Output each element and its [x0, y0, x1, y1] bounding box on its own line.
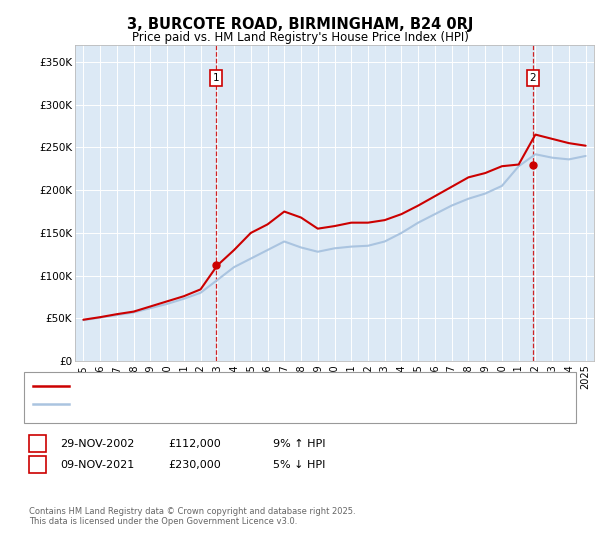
- Text: Contains HM Land Registry data © Crown copyright and database right 2025.
This d: Contains HM Land Registry data © Crown c…: [29, 507, 355, 526]
- Text: 09-NOV-2021: 09-NOV-2021: [60, 460, 134, 470]
- Text: £230,000: £230,000: [168, 460, 221, 470]
- Text: 5% ↓ HPI: 5% ↓ HPI: [273, 460, 325, 470]
- Text: 2: 2: [34, 460, 41, 470]
- Text: £112,000: £112,000: [168, 438, 221, 449]
- Text: 2: 2: [530, 73, 536, 83]
- Text: HPI: Average price, semi-detached house, Birmingham: HPI: Average price, semi-detached house,…: [75, 399, 348, 409]
- Text: 29-NOV-2002: 29-NOV-2002: [60, 438, 134, 449]
- Text: 1: 1: [212, 73, 219, 83]
- Text: 3, BURCOTE ROAD, BIRMINGHAM, B24 0RJ (semi-detached house): 3, BURCOTE ROAD, BIRMINGHAM, B24 0RJ (se…: [75, 381, 403, 391]
- Text: Price paid vs. HM Land Registry's House Price Index (HPI): Price paid vs. HM Land Registry's House …: [131, 31, 469, 44]
- Text: 1: 1: [34, 438, 41, 449]
- Text: 9% ↑ HPI: 9% ↑ HPI: [273, 438, 325, 449]
- Text: 3, BURCOTE ROAD, BIRMINGHAM, B24 0RJ: 3, BURCOTE ROAD, BIRMINGHAM, B24 0RJ: [127, 17, 473, 32]
